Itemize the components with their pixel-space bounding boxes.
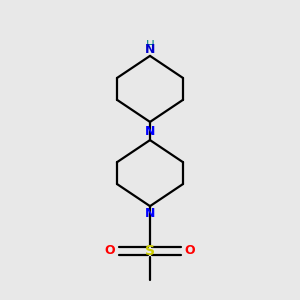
Text: H: H [146,39,154,52]
Text: O: O [105,244,115,257]
Text: S: S [145,244,155,258]
Text: O: O [185,244,195,257]
Text: N: N [145,43,155,56]
Text: N: N [145,207,155,220]
Text: N: N [145,125,155,138]
